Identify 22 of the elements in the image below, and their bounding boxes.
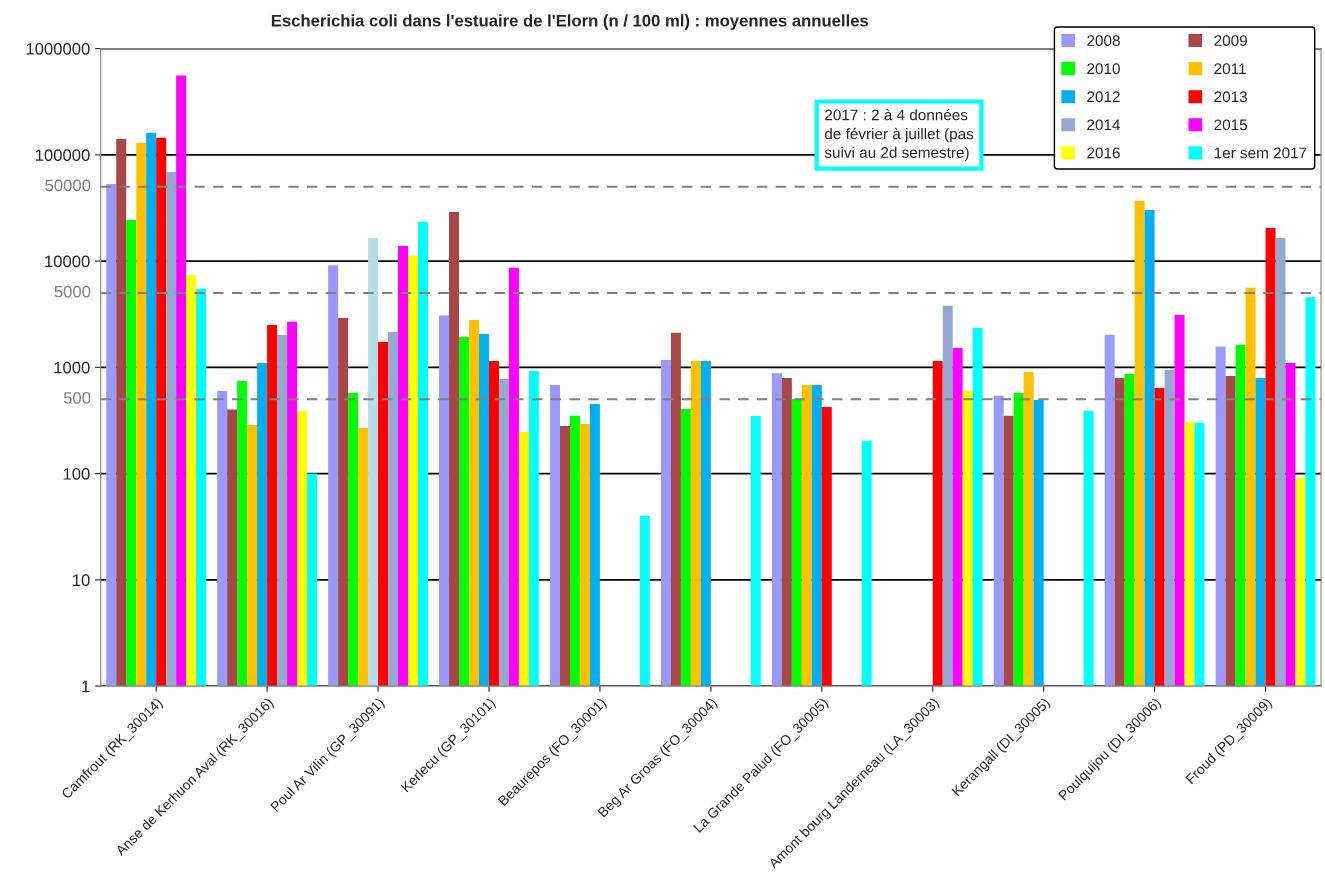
y-tick-label: 1000000 xyxy=(26,42,90,55)
y-tick-label: 10 xyxy=(73,574,90,587)
y-tick-label: 1000 xyxy=(54,361,90,374)
legend-label: 2016 xyxy=(1087,147,1120,159)
legend-label: 2011 xyxy=(1214,63,1246,75)
ref-line-label: 50000 xyxy=(45,179,91,192)
y-tick-label: 10000 xyxy=(45,255,90,268)
legend-label: 2009 xyxy=(1214,35,1247,47)
legend-label: 2015 xyxy=(1214,119,1248,131)
legend-label: 2010 xyxy=(1087,63,1120,75)
legend-label: 2013 xyxy=(1214,91,1247,103)
y-tick-label: 1 xyxy=(82,680,90,693)
y-tick-label: 100 xyxy=(63,467,90,480)
legend-label: 2008 xyxy=(1087,35,1120,47)
legend-label: 2014 xyxy=(1087,119,1121,131)
ref-line-label: 5000 xyxy=(54,285,91,298)
legend-label: 2012 xyxy=(1087,91,1120,103)
ref-line-label: 500 xyxy=(63,391,91,404)
legend-label: 1er sem 2017 xyxy=(1214,147,1307,159)
y-tick-label: 100000 xyxy=(35,149,90,162)
annotation: 2017 : 2 à 4 données de février à juillet (pas suivi au 2d semestre) xyxy=(824,108,974,161)
chart-title: Escherichia coli dans l'estuaire de l'Elorn (n / 100 ml) : moyennes annuelles xyxy=(271,14,869,30)
